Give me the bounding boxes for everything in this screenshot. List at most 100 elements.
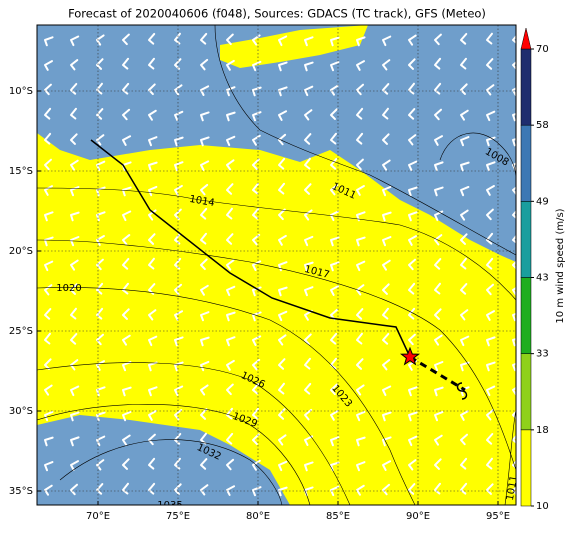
isobar-label: 1011: [505, 475, 520, 502]
wind-barb: [252, 111, 262, 122]
wind-barb: [330, 108, 338, 120]
wind-barb: [382, 359, 391, 371]
wind-barb: [96, 134, 105, 146]
wind-barb: [330, 157, 338, 170]
wind-barb: [200, 458, 208, 470]
wind-barb: [44, 332, 51, 345]
wind-barb: [486, 433, 494, 445]
wind-barb: [486, 208, 494, 221]
lat-label: 35°S: [9, 486, 33, 497]
colorbar-segment: [520, 429, 532, 507]
wind-barb: [226, 407, 234, 420]
wind-barb: [304, 333, 312, 346]
wind-barb: [434, 482, 441, 495]
wind-barb: [382, 411, 392, 422]
wind-barb: [278, 261, 288, 272]
wind-barb: [226, 233, 234, 245]
colorbar-segment: [520, 201, 532, 278]
wind-barb: [148, 410, 157, 421]
wind-barb: [148, 457, 156, 470]
wind-barb: [174, 283, 183, 296]
wind-barb: [460, 257, 467, 270]
wind-barb: [226, 111, 236, 122]
wind-barb: [460, 309, 469, 321]
wind-barb: [356, 384, 365, 396]
wind-field: [37, 133, 516, 505]
wind-barb: [226, 259, 235, 271]
wind-barb: [278, 310, 288, 322]
wind-barb: [278, 358, 286, 370]
wind-barb: [434, 282, 441, 295]
wind-barb: [252, 459, 261, 471]
wind-barb: [252, 182, 260, 195]
wind-barb: [486, 361, 496, 372]
wind-barb: [70, 35, 80, 47]
wind-barb: [330, 436, 340, 447]
wind-barb: [304, 461, 314, 472]
wind-barb: [486, 232, 494, 245]
wind-barb: [434, 411, 444, 422]
wind-barb: [44, 436, 54, 447]
wind-barb: [122, 234, 131, 246]
wind-barb: [174, 84, 183, 96]
wind-barb: [382, 385, 392, 397]
wind-barb: [486, 84, 495, 96]
wind-barb: [304, 61, 314, 72]
wind-barb: [44, 236, 54, 247]
wind-barb: [44, 36, 54, 47]
wind-barb: [382, 436, 392, 447]
wind-barb: [278, 157, 286, 170]
wind-barb: [226, 207, 233, 220]
wind-barb: [382, 460, 392, 471]
wind-barb: [148, 83, 156, 96]
wind-barb: [486, 457, 493, 470]
wind-barb: [200, 183, 209, 196]
wind-barb: [408, 435, 418, 447]
wind-barb: [356, 284, 365, 296]
wind-barb: [408, 211, 418, 222]
wind-barb: [434, 210, 444, 222]
wind-barb: [200, 258, 208, 271]
wind-barb: [148, 57, 156, 70]
wind-barb: [148, 283, 156, 295]
wind-barb: [44, 384, 53, 396]
wind-barb: [486, 257, 494, 270]
isobar-label: 1014: [188, 194, 215, 209]
wind-barb: [356, 484, 365, 496]
wind-barb: [278, 182, 286, 195]
wind-barb: [278, 334, 287, 346]
wind-barb: [148, 233, 156, 245]
wind-barb: [70, 107, 77, 120]
wind-barb: [330, 184, 339, 196]
wind-barb: [200, 85, 210, 96]
wind-barb: [278, 61, 288, 72]
wind-barb: [512, 112, 516, 122]
wind-barb: [382, 211, 392, 222]
wind-barb: [512, 312, 516, 322]
wind-barb: [122, 57, 130, 70]
wind-barb: [356, 260, 366, 272]
wind-barb: [44, 158, 52, 171]
wind-barb: [408, 235, 418, 246]
lon-label: 85°E: [326, 511, 350, 522]
wind-barb: [382, 107, 389, 120]
wind-barb: [200, 207, 208, 220]
map-frame: [36, 24, 517, 506]
wind-barb: [252, 358, 261, 371]
wind-barb: [460, 209, 469, 221]
wind-barb: [460, 457, 468, 470]
wind-barb: [226, 183, 234, 195]
colorbar-tick-label: 70: [536, 44, 549, 55]
wind-barb: [44, 260, 54, 272]
wind-barb: [44, 83, 52, 96]
wind-barb: [408, 58, 416, 70]
wind-barb: [460, 233, 468, 245]
lon-label: 80°E: [246, 511, 270, 522]
wind-barb: [200, 58, 209, 71]
wind-barb: [252, 60, 262, 72]
wind-barb: [408, 108, 416, 120]
colorbar-segment: [520, 277, 532, 354]
wind-barb: [200, 336, 210, 347]
wind-barb: [122, 334, 131, 346]
wind-barb: [174, 385, 184, 397]
